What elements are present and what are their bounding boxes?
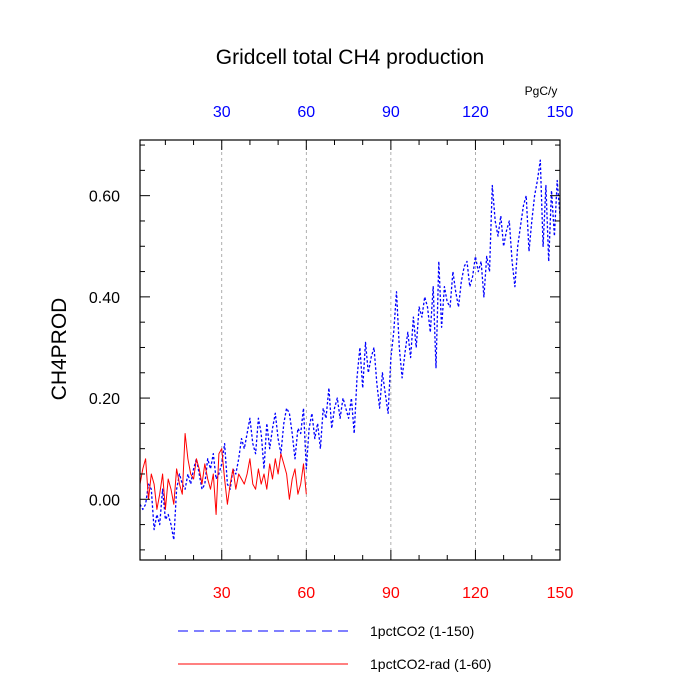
x-tick-label-top-60: 60 [297,104,315,121]
x-tick-label-bottom-30: 30 [213,585,231,602]
x-tick-label-bottom-150: 150 [547,585,574,602]
plot-frame [139,139,561,561]
x-tick-label-bottom-120: 120 [462,585,489,602]
grid-lines [221,140,476,560]
series-line-1pctco2-rad [139,433,307,515]
x-tick-label-top-30: 30 [213,104,231,121]
series-line-1pctco2 [139,159,561,541]
x-tick-label-top-150: 150 [547,104,574,121]
x-tick-label-bottom-90: 90 [382,585,400,602]
legend-label-1pctco2: 1pctCO2 (1-150) [370,623,474,639]
chart-title: Gridcell total CH4 production [216,46,484,69]
top-axis-unit-label: PgC/y [525,84,558,98]
axis-tick-labels: 30 30 60 60 90 90 120 120 150 150 0.00 0.20 0.40 0.60 [89,104,574,602]
x-tick-label-top-90: 90 [382,104,400,121]
series-lines [139,159,561,541]
y-tick-label-0: 0.00 [89,492,120,509]
y-axis-label: CH4PROD [48,298,71,401]
axis-ticks [140,140,561,560]
legend: 1pctCO2 (1-150) 1pctCO2-rad (1-60) [178,623,491,672]
y-tick-label-2: 0.40 [89,290,120,307]
legend-label-1pctco2-rad: 1pctCO2-rad (1-60) [370,656,491,672]
y-tick-label-1: 0.20 [89,391,120,408]
x-tick-label-top-120: 120 [462,104,489,121]
x-tick-label-bottom-60: 60 [297,585,315,602]
y-tick-label-3: 0.60 [89,189,120,206]
